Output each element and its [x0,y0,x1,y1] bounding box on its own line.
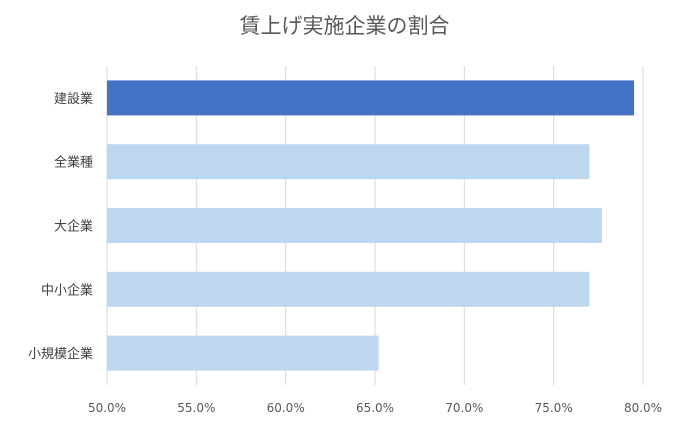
bar-1 [107,144,590,180]
x-tick-label: 65.0% [356,401,394,415]
category-label: 全業種 [54,155,93,171]
bar-4 [107,335,379,371]
chart-title: 賃上げ実施企業の割合 [239,14,450,38]
x-tick-label: 75.0% [535,401,573,415]
x-tick-label: 80.0% [624,401,662,415]
category-label: 中小企業 [41,282,93,298]
category-label: 大企業 [54,219,93,235]
x-tick-label: 55.0% [177,401,215,415]
x-tick-label: 50.0% [88,401,126,415]
x-tick-label: 60.0% [267,401,305,415]
bar-0 [107,80,635,116]
x-tick-label: 70.0% [445,401,483,415]
category-label: 小規模企業 [28,346,93,362]
bar-3 [107,271,590,307]
category-label: 建設業 [54,91,93,107]
bar-2 [107,208,602,243]
